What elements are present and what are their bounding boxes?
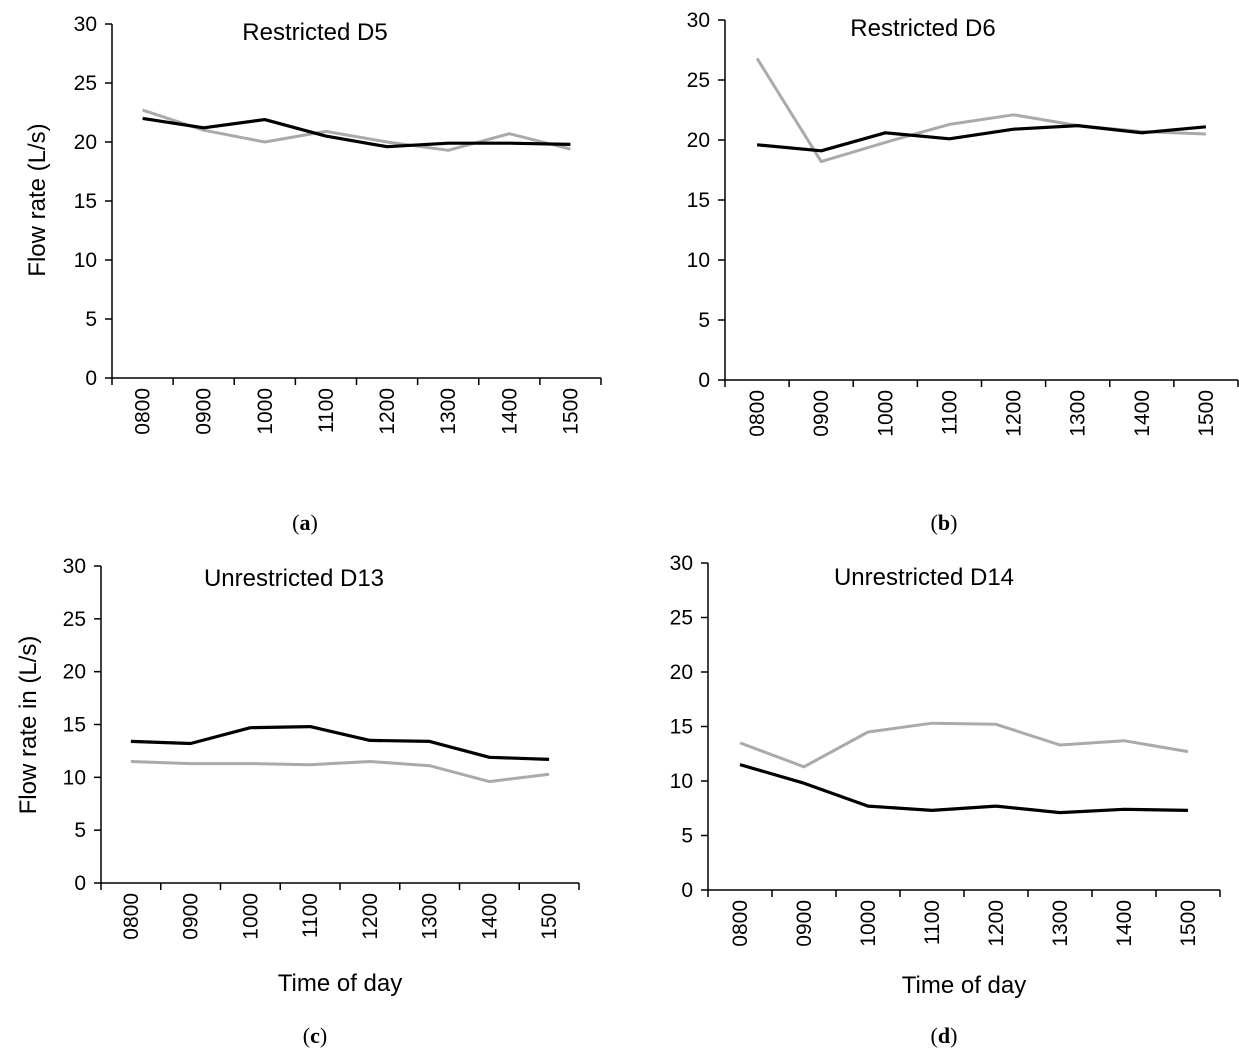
y-tick-label: 25	[74, 72, 97, 95]
x-tick-label: 1100	[921, 900, 944, 945]
x-tick-label: 0800	[746, 390, 769, 437]
chart-panel-d: 0 5 10 15 20 25 30 0800 0900 1000 1100 1200 1300 1400…	[670, 552, 1221, 1048]
y-tick-label: 15	[687, 189, 710, 212]
y-tick-label: 20	[670, 661, 693, 684]
y-tick-label: 30	[687, 9, 710, 32]
x-tick-label: 1200	[376, 388, 399, 435]
x-tick-label: 1400	[478, 893, 501, 940]
x-tick-label: 0900	[193, 388, 216, 435]
x-tick-label: 1200	[359, 893, 382, 940]
y-tick-label: 20	[74, 131, 97, 154]
y-tick-label: 0	[681, 879, 693, 902]
y-tick-label: 10	[687, 249, 710, 272]
x-tick-label: 1300	[1067, 390, 1090, 437]
x-tick-label: 1500	[538, 893, 561, 940]
x-tick-label: 1300	[419, 893, 442, 940]
series-line-1	[142, 108, 571, 152]
y-tick-label: 25	[63, 608, 86, 631]
y-tick-label: 20	[687, 129, 710, 152]
y-tick-label: 30	[63, 555, 86, 578]
x-tick-label: 1400	[1131, 390, 1154, 437]
series-line-2	[142, 116, 571, 149]
series-line-2	[756, 123, 1207, 153]
x-tick-label: 1500	[559, 388, 582, 435]
chart-title: Restricted D5	[242, 19, 387, 46]
chart-panel-b: 0 5 10 15 20 25 30 0800 0900 1000 1100 1200 1300 1400…	[687, 9, 1239, 535]
y-tick-label: 25	[687, 69, 710, 92]
y-tick-label: 10	[63, 766, 86, 789]
panel-caption: (a)	[292, 510, 318, 535]
x-tick-label: 0900	[793, 900, 816, 947]
x-tick-label: 1000	[874, 390, 897, 437]
x-tick-label: 1400	[1113, 900, 1136, 947]
y-tick-label: 15	[670, 716, 693, 739]
series-line-1	[739, 721, 1189, 769]
panel-caption: (b)	[931, 510, 958, 535]
chart-panel-c: 0 5 10 15 20 25 30 0800 0900 1000 1100 1200 1300 1400…	[15, 555, 580, 1048]
y-tick-label: 10	[74, 249, 97, 272]
x-tick-label: 0900	[810, 390, 833, 437]
y-tick-label: 0	[698, 369, 710, 392]
y-tick-label: 0	[85, 367, 97, 390]
y-tick-label: 5	[74, 819, 86, 842]
x-tick-label: 0800	[120, 893, 143, 940]
x-axis-title: Time of day	[902, 972, 1027, 999]
x-tick-label: 1000	[857, 900, 880, 947]
y-axis-title: Flow rate in (L/s)	[15, 636, 42, 815]
x-tick-label: 1300	[1049, 900, 1072, 947]
chart-panel-a: 0 5 10 15 20 25 30 0800 0900 1000 1100 1200 1300 1400…	[24, 13, 602, 535]
y-tick-label: 30	[670, 552, 693, 575]
x-tick-label: 1500	[1177, 900, 1200, 947]
panel-caption: (d)	[931, 1023, 958, 1048]
panel-caption: (c)	[303, 1023, 327, 1048]
x-tick-label: 1100	[315, 388, 338, 433]
y-axis-title: Flow rate (L/s)	[24, 123, 51, 276]
y-tick-label: 15	[74, 190, 97, 213]
x-tick-label: 1100	[938, 390, 961, 435]
y-tick-label: 5	[698, 309, 710, 332]
x-tick-label: 1200	[1003, 390, 1026, 437]
y-tick-label: 25	[670, 607, 693, 630]
y-tick-label: 0	[74, 872, 86, 895]
chart-title: Restricted D6	[850, 15, 995, 42]
y-tick-label: 20	[63, 661, 86, 684]
y-tick-label: 5	[681, 825, 693, 848]
series-line-2	[739, 763, 1189, 815]
chart-title: Unrestricted D14	[834, 564, 1014, 591]
x-tick-label: 1200	[985, 900, 1008, 947]
x-tick-label: 1100	[299, 893, 322, 938]
y-tick-label: 5	[85, 308, 97, 331]
x-tick-label: 1000	[239, 893, 262, 940]
series-line-1	[130, 760, 550, 784]
series-line-1	[755, 57, 1206, 164]
x-tick-label: 1500	[1195, 390, 1218, 437]
y-tick-label: 15	[63, 714, 86, 737]
series-line-2	[130, 724, 550, 761]
y-tick-label: 10	[670, 770, 693, 793]
x-axis-title: Time of day	[278, 970, 403, 997]
x-tick-label: 1300	[437, 388, 460, 435]
x-tick-label: 0800	[729, 900, 752, 947]
x-tick-label: 1400	[498, 388, 521, 435]
x-tick-label: 0800	[132, 388, 155, 435]
x-tick-label: 0900	[180, 893, 203, 940]
chart-title: Unrestricted D13	[204, 565, 384, 592]
x-tick-label: 1000	[254, 388, 277, 435]
y-tick-label: 30	[74, 13, 97, 36]
